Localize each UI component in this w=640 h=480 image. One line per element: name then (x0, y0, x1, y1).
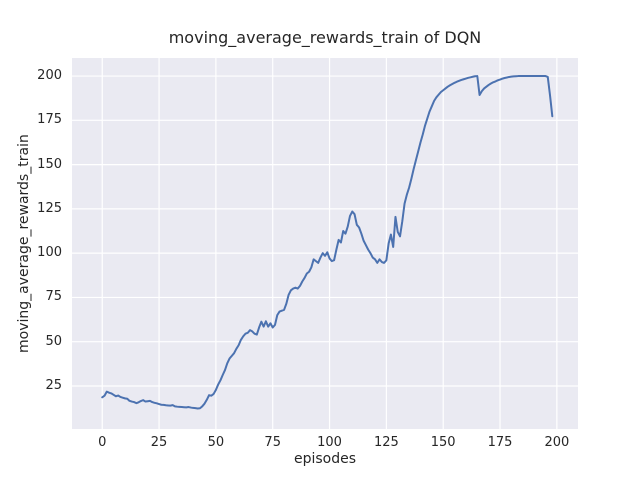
x-axis-label: episodes (293, 451, 357, 467)
x-tick-label: 150 (430, 435, 456, 450)
plot-area (72, 58, 578, 429)
y-tick-label: 50 (45, 333, 62, 349)
x-tick-label: 50 (207, 435, 225, 450)
x-tick-label: 100 (317, 435, 342, 450)
x-tick-label: 25 (150, 435, 168, 450)
y-tick-label: 150 (37, 156, 62, 172)
y-tick-label: 175 (37, 112, 62, 128)
line-chart-svg (72, 58, 578, 429)
y-tick-label: 25 (45, 377, 62, 393)
x-tick-label: 200 (544, 435, 570, 450)
series-line-moving_average_rewards_train (101, 75, 554, 410)
y-tick-label: 200 (37, 68, 62, 84)
x-tick-label: 0 (98, 435, 107, 450)
y-tick-label: 100 (37, 245, 62, 261)
x-tick-label: 125 (373, 435, 399, 450)
chart-title: moving_average_rewards_train of DQN (168, 28, 482, 47)
x-tick-label: 75 (264, 435, 281, 450)
y-tick-label: 125 (37, 200, 62, 216)
x-tick-label: 175 (487, 435, 513, 450)
y-tick-label: 75 (45, 289, 62, 305)
